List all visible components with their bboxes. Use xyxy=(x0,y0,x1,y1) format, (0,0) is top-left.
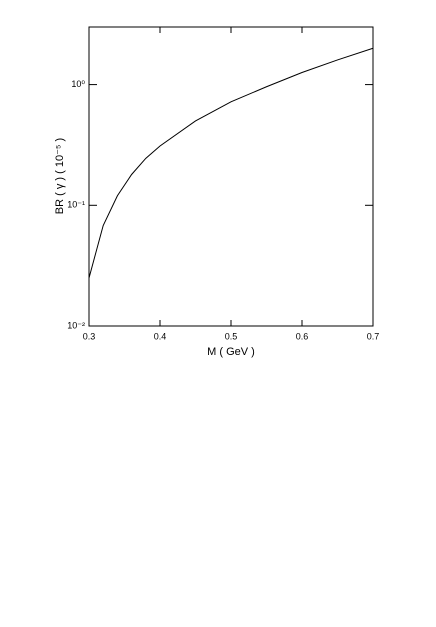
x-axis-title: M ( GeV ) xyxy=(207,346,255,358)
y-axis-title: BR ( γ ) ( 10⁻⁵ ) xyxy=(54,138,66,214)
x-tick-label: 0.7 xyxy=(367,331,380,341)
y-tick-label: 10⁰ xyxy=(71,79,85,89)
x-tick-label: 0.4 xyxy=(154,331,167,341)
x-tick-label: 0.5 xyxy=(225,331,238,341)
x-tick-label: 0.3 xyxy=(83,331,96,341)
x-tick-label: 0.6 xyxy=(296,331,309,341)
y-tick-label: 10⁻² xyxy=(67,320,85,330)
line-series xyxy=(88,47,374,279)
y-tick-label: 10⁻¹ xyxy=(67,200,85,210)
plot-frame xyxy=(88,26,374,327)
